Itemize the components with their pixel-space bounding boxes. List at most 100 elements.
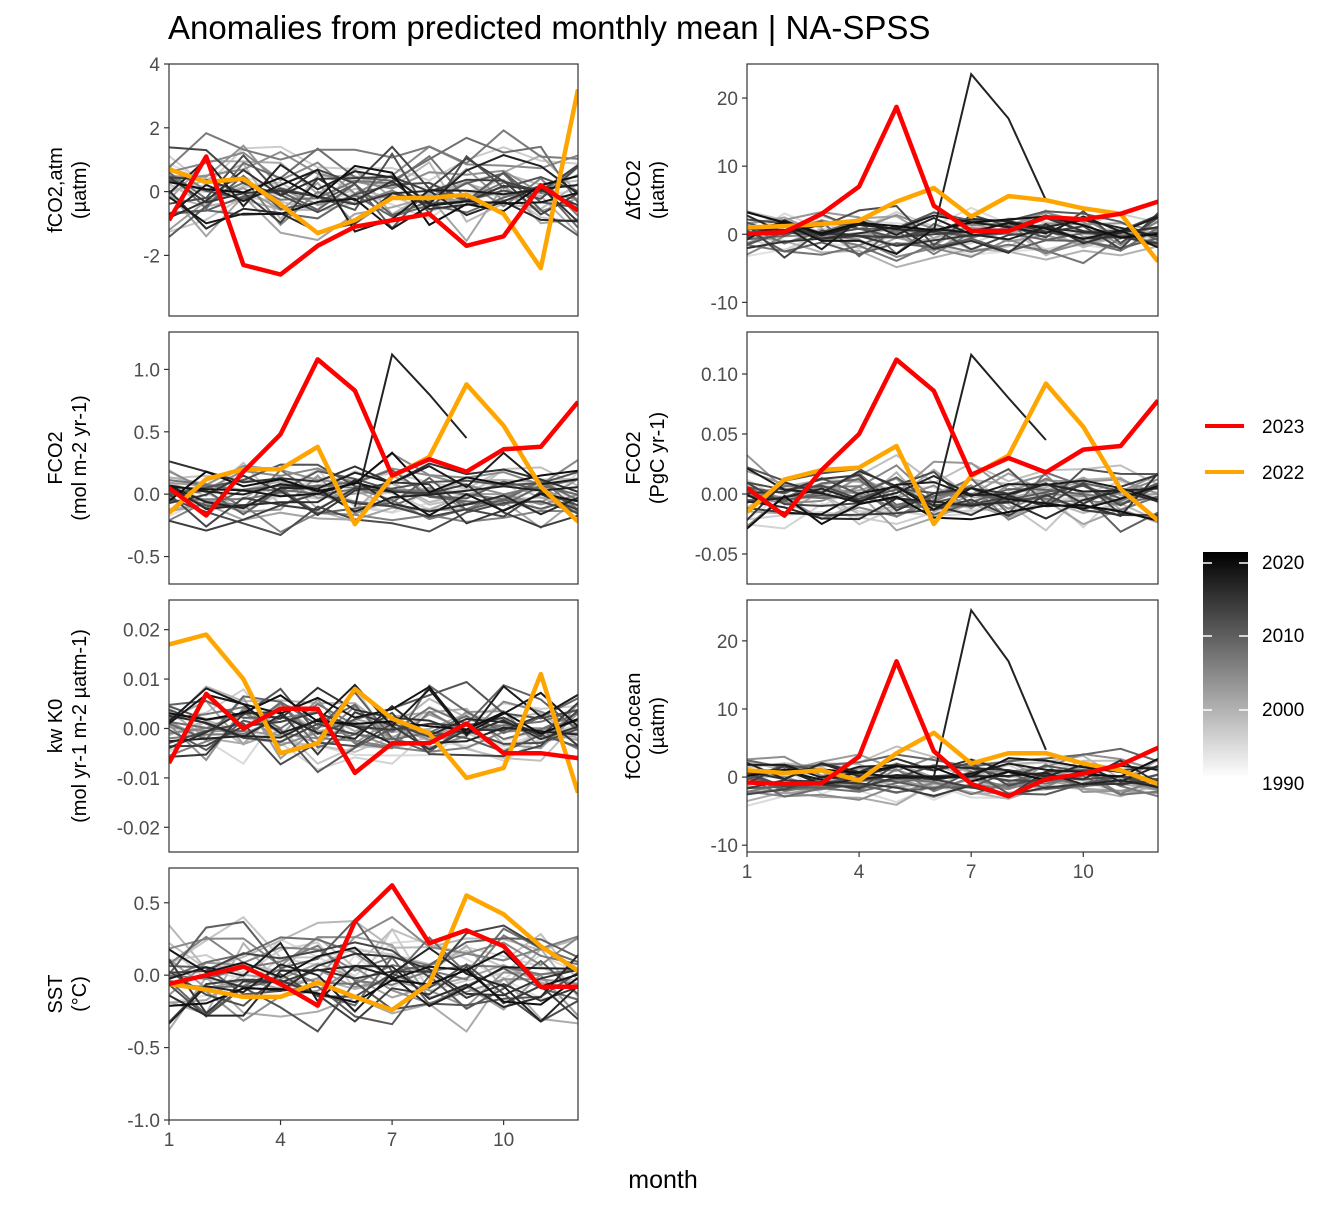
y-tick-label: 4: [149, 55, 160, 76]
y-tick-label: 0.5: [134, 423, 160, 444]
y-tick-label: -1.0: [127, 1111, 160, 1132]
year-line: [169, 478, 578, 516]
y-tick-label: -0.05: [695, 545, 738, 566]
panel-fco2atm: 4 2 0 -2 fCO2,atm (µatm): [45, 55, 579, 317]
year-line: [169, 959, 578, 1015]
year-line: [169, 145, 578, 195]
panel-border: [746, 63, 1159, 317]
year-line: [169, 935, 578, 1011]
legend-label-2022: 2022: [1262, 463, 1304, 484]
year-line: [169, 941, 578, 1008]
year-line: [747, 467, 1158, 504]
y-tick-label: 10: [717, 157, 738, 178]
year-line: [169, 946, 578, 988]
panel-fco2ocean: 20 10 0 -101 4 7 10 fCO2,ocean (µatm): [623, 599, 1159, 883]
year-line: [169, 915, 578, 968]
x-tick-label: 1: [164, 1130, 175, 1151]
panel-fco2flux: 1.0 0.5 0.0 -0.5 FCO2 (mol m-2 yr-1): [45, 331, 579, 585]
y-tick-label: -0.5: [127, 548, 160, 569]
y-tick-label: 0.00: [123, 719, 160, 740]
year-line: [169, 478, 578, 521]
series-2022-line: [169, 382, 578, 527]
colorbar-label-2020: 2020: [1262, 553, 1304, 574]
year-line: [747, 236, 1158, 265]
y-tick-label: 0.0: [134, 966, 160, 987]
series-2022-line: [169, 893, 578, 1013]
year-line-extreme: [932, 607, 1047, 778]
plot-area-fco2atm: [169, 89, 578, 277]
panel-border: [746, 331, 1159, 585]
y-tick-label: -0.02: [117, 818, 160, 839]
y-tick-label: 2: [149, 119, 160, 140]
x-tick-label: 10: [493, 1130, 514, 1151]
series-2023-line: [169, 691, 578, 776]
year-line: [747, 770, 1158, 794]
year-legend: 2023 2022: [1205, 417, 1304, 484]
y-tick-label: -2: [143, 246, 160, 267]
plot-area-fco2pgc: [747, 352, 1158, 534]
y-tick-label: 10: [717, 700, 738, 721]
year-line-extreme: [932, 72, 1047, 232]
series-2023-line: [747, 104, 1158, 236]
y-axis-label-fco2flux: FCO2 (mol m-2 yr-1): [45, 395, 91, 521]
year-line: [169, 685, 578, 735]
y-tick-label: 0: [149, 183, 160, 204]
series-2022-line: [747, 381, 1158, 527]
y-tick-label: 0.0: [134, 485, 160, 506]
panel-border: [168, 63, 579, 317]
year-line: [747, 494, 1158, 530]
panel-border: [746, 599, 1159, 853]
y-tick-label: 0: [727, 225, 738, 246]
series-2023-line: [169, 154, 578, 277]
panel-border: [168, 599, 579, 853]
y-axis-label-fco2ocean: fCO2,ocean (µatm): [623, 673, 669, 780]
x-tick-label: 1: [742, 862, 753, 883]
y-axis-label-fco2atm: fCO2,atm (µatm): [45, 147, 91, 233]
y-tick-label: -0.01: [117, 769, 160, 790]
year-line: [169, 191, 578, 231]
y-tick-label: 20: [717, 89, 738, 110]
x-tick-label: 4: [854, 862, 865, 883]
year-line: [169, 451, 578, 502]
panel-border: [168, 331, 579, 585]
year-line: [169, 718, 578, 745]
panel-border: [168, 867, 579, 1121]
y-axis-label-fco2pgc: FCO2 (PgC yr-1): [623, 412, 669, 504]
y-tick-label: -10: [711, 293, 738, 314]
year-line: [169, 176, 578, 207]
y-tick-label: 0.10: [701, 365, 738, 386]
colorbar-gradient: [1203, 552, 1248, 778]
plot-area-dfco2: [747, 72, 1158, 269]
year-line: [169, 968, 578, 1007]
series-2023-line: [169, 883, 578, 1008]
x-axis-label: month: [628, 1166, 697, 1194]
year-line: [169, 924, 578, 979]
series-2022-line: [747, 185, 1158, 263]
colorbar-label-1990: 1990: [1262, 774, 1304, 795]
panel-dfco2: 20 10 0 -10 ΔfCO2 (µatm): [623, 63, 1159, 317]
colorbar-label-2000: 2000: [1262, 700, 1304, 721]
y-tick-label: 0: [727, 768, 738, 789]
year-line: [169, 485, 578, 513]
y-tick-label: -0.5: [127, 1039, 160, 1060]
year-line: [747, 754, 1158, 781]
plot-area-sst: [169, 883, 578, 1033]
colorbar-ticks: [1203, 562, 1248, 711]
year-line: [169, 153, 578, 214]
series-2022-line: [747, 730, 1158, 787]
series-2023-line: [747, 659, 1158, 799]
y-tick-label: 1.0: [134, 360, 160, 381]
plot-area-kwk0: [169, 632, 578, 794]
x-tick-label: 7: [966, 862, 977, 883]
year-line: [747, 221, 1158, 256]
year-line: [169, 129, 578, 169]
year-line: [169, 481, 578, 517]
y-tick-label: 0.02: [123, 621, 160, 642]
series-2023-line: [747, 357, 1158, 518]
year-line: [169, 694, 578, 735]
year-line: [169, 451, 578, 496]
y-tick-label: -10: [711, 836, 738, 857]
series-2022-line: [169, 89, 578, 271]
